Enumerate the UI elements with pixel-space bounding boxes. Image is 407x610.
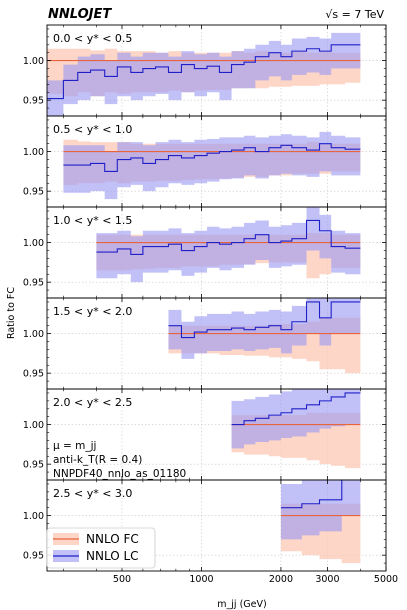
- x-tick-label: 5000: [374, 574, 398, 585]
- lc-ratio-line: [96, 219, 361, 256]
- ratio-panel-5: 0.95 1.00 2.0 < y* < 2.5: [23, 388, 387, 481]
- panel-series: [168, 298, 361, 374]
- x-tick-label: 2000: [269, 574, 293, 585]
- panel-frame: [46, 479, 387, 572]
- x-tick-label: 3000: [315, 574, 339, 585]
- plot-layer: 0.95 1.00 0.0 < y* < 0.5 0.95 1.00 0.5 < y* <…: [23, 24, 398, 585]
- y-tick-label: 1.00: [23, 147, 44, 158]
- legend: NNLO FC NNLO LC: [46, 527, 156, 569]
- lc-uncertainty-band: [168, 298, 361, 359]
- y-tick-label: 1.00: [23, 238, 44, 249]
- panel-series: [47, 32, 361, 116]
- logo-label: NNLOJET: [48, 7, 112, 22]
- lc-ratio-line: [47, 44, 361, 100]
- ratio-panel-3: 0.95 1.00 1.0 < y* < 1.5: [23, 206, 387, 299]
- info-line-scale: μ = m_jj: [53, 440, 96, 452]
- lc-ratio-line: [231, 392, 361, 426]
- ratio-panel-1: 0.95 1.00 0.0 < y* < 0.5: [23, 24, 387, 117]
- x-axis-label: m_jj (GeV): [217, 599, 266, 610]
- y-tick-label: 0.95: [23, 460, 44, 471]
- y-tick-label: 0.95: [23, 187, 44, 198]
- y-tick-label: 0.95: [23, 551, 44, 562]
- y-tick-label: 0.95: [23, 369, 44, 380]
- y-tick-label: 1.00: [23, 329, 44, 340]
- info-line-algorithm: anti-k_T(R = 0.4): [53, 454, 142, 466]
- panel-series: [96, 207, 361, 283]
- panel-rapidity-label: 2.5 < y* < 3.0: [53, 487, 132, 500]
- legend-label-fc: NNLO FC: [86, 532, 139, 546]
- y-tick-label: 0.95: [23, 278, 44, 289]
- legend-label-lc: NNLO LC: [86, 549, 139, 563]
- panel-rapidity-label: 2.0 < y* < 2.5: [53, 396, 132, 409]
- y-tick-label: 1.00: [23, 56, 44, 67]
- lc-uncertainty-band: [231, 389, 361, 449]
- y-axis-label: Ratio to FC: [6, 287, 17, 339]
- lc-uncertainty-band: [47, 32, 361, 116]
- x-tick-label: 1000: [189, 574, 213, 585]
- y-tick-label: 0.95: [23, 96, 44, 107]
- panel-rapidity-label: 1.0 < y* < 1.5: [53, 214, 132, 227]
- lc-ratio-line: [168, 301, 361, 339]
- lc-uncertainty-band: [63, 131, 361, 200]
- lc-uncertainty-band: [280, 480, 361, 540]
- y-tick-label: 1.00: [23, 420, 44, 431]
- panel-rapidity-label: 0.5 < y* < 1.0: [53, 123, 132, 136]
- energy-label: √s = 7 TeV: [325, 8, 384, 21]
- y-tick-label: 1.00: [23, 511, 44, 522]
- panel-rapidity-label: 0.0 < y* < 0.5: [53, 32, 132, 45]
- panel-series: [63, 131, 361, 200]
- ratio-panel-6: 0.95 1.00 2.5 < y* < 3.0: [23, 479, 387, 572]
- x-tick-label: 500: [113, 574, 131, 585]
- panel-series: [231, 389, 361, 469]
- lc-ratio-line: [63, 143, 361, 172]
- ratio-panel-4: 0.95 1.00 1.5 < y* < 2.0: [23, 297, 387, 390]
- info-box: μ = m_jj anti-k_T(R = 0.4) NNPDF40_nnlo_…: [53, 440, 186, 480]
- info-line-pdf: NNPDF40_nnlo_as_01180: [53, 468, 186, 480]
- ratio-panel-2: 0.95 1.00 0.5 < y* < 1.0: [23, 115, 387, 208]
- panel-rapidity-label: 1.5 < y* < 2.0: [53, 305, 132, 318]
- panel-series: [280, 480, 361, 564]
